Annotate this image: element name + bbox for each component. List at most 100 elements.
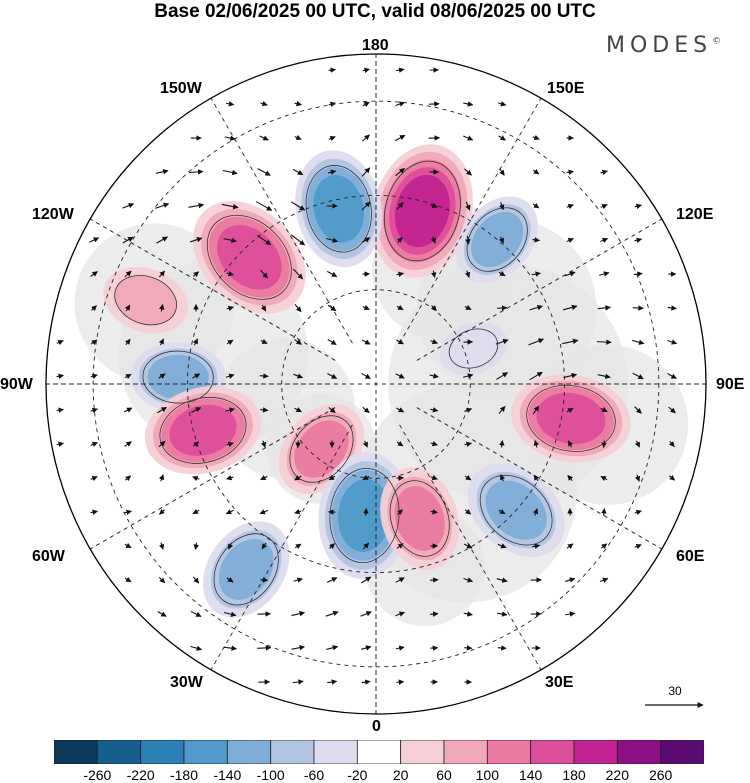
lon-label-60e: 60E bbox=[676, 548, 705, 565]
wind-arrow bbox=[429, 577, 439, 583]
wind-arrow bbox=[600, 406, 608, 413]
wind-arrow bbox=[528, 338, 544, 346]
wind-arrow bbox=[464, 508, 472, 515]
wind-vectors bbox=[56, 67, 678, 685]
wind-arrow bbox=[465, 235, 471, 245]
meridian bbox=[399, 424, 554, 691]
colorbar-swatch bbox=[443, 740, 488, 764]
wind-arrow bbox=[600, 475, 608, 482]
wind-arrow bbox=[327, 373, 338, 379]
wind-arrow bbox=[328, 136, 336, 142]
colorbar-tick-label: 60 bbox=[436, 767, 452, 783]
wind-arrow bbox=[325, 610, 339, 617]
colorbar-tick-label: 260 bbox=[648, 767, 673, 783]
wind-arrow bbox=[634, 474, 641, 482]
anomaly-level bbox=[313, 174, 365, 243]
wind-arrow bbox=[596, 339, 612, 345]
colorbar-tick-label: -20 bbox=[347, 767, 368, 783]
wind-arrow bbox=[260, 407, 269, 413]
wind-arrow bbox=[90, 441, 98, 448]
lon-label-90e: 90E bbox=[716, 376, 745, 393]
contour-line bbox=[389, 480, 450, 557]
wind-arrow bbox=[158, 474, 165, 482]
wind-arrow bbox=[223, 645, 237, 651]
wind-arrow bbox=[192, 441, 200, 448]
wind-arrow bbox=[294, 475, 302, 481]
anomaly-level bbox=[394, 174, 450, 248]
wind-arrow bbox=[464, 474, 472, 481]
contour-line bbox=[206, 214, 292, 300]
wind-arrow bbox=[260, 577, 269, 583]
wind-arrow bbox=[667, 305, 677, 311]
contour-line bbox=[526, 384, 616, 452]
wind-arrow bbox=[566, 203, 574, 210]
wind-arrow bbox=[565, 577, 576, 583]
lon-label-150w: 150W bbox=[160, 80, 202, 97]
wind-arrow bbox=[56, 340, 64, 346]
anomaly-contour bbox=[114, 275, 177, 326]
colorbar-swatch bbox=[400, 740, 445, 764]
wind-arrow bbox=[363, 507, 369, 516]
colorbar-swatch bbox=[54, 740, 98, 764]
wind-arrow bbox=[563, 372, 578, 379]
wind-arrow bbox=[499, 439, 505, 448]
wind-arrow bbox=[294, 339, 302, 345]
wind-arrow bbox=[362, 67, 370, 74]
wind-arrow bbox=[328, 67, 337, 73]
wind-arrow bbox=[562, 304, 578, 311]
wind-arrow bbox=[431, 305, 437, 311]
wind-arrow bbox=[395, 611, 405, 617]
wind-arrow bbox=[157, 406, 167, 414]
wind-arrow bbox=[225, 407, 235, 413]
wind-arrow bbox=[328, 474, 336, 481]
wind-arrow bbox=[89, 237, 100, 243]
wind-arrow bbox=[396, 407, 405, 413]
wind-arrow bbox=[192, 576, 200, 584]
colorbar-swatch bbox=[313, 740, 358, 764]
wind-arrow bbox=[532, 508, 539, 516]
colorbar-tick-label: 100 bbox=[475, 767, 499, 783]
map-title: Base 02/06/2025 00 UTC, valid 08/06/2025… bbox=[154, 1, 596, 22]
wind-arrow bbox=[225, 373, 235, 379]
wind-arrow bbox=[226, 270, 234, 277]
wind-arrow bbox=[600, 237, 609, 243]
wind-arrow bbox=[431, 270, 437, 278]
wind-arrow bbox=[396, 271, 404, 277]
wind-arrow bbox=[498, 406, 506, 414]
wind-arrow bbox=[259, 135, 269, 141]
wind-arrow bbox=[599, 271, 610, 277]
wind-arrow bbox=[532, 237, 541, 243]
wind-arrow bbox=[600, 169, 608, 176]
wind-arrow bbox=[123, 407, 133, 413]
wind-arrow bbox=[361, 339, 371, 345]
wind-arrow bbox=[188, 202, 205, 209]
wind-arrow bbox=[159, 304, 165, 312]
wind-arrow bbox=[294, 134, 302, 140]
wind-arrow bbox=[464, 645, 473, 651]
wind-arrow bbox=[191, 373, 201, 379]
wind-arrow bbox=[223, 611, 237, 617]
wind-arrow bbox=[291, 234, 306, 246]
wind-arrow bbox=[532, 202, 540, 209]
wind-arrow bbox=[226, 305, 234, 312]
wind-arrow bbox=[632, 305, 644, 311]
wind-arrow bbox=[294, 303, 302, 313]
wind-arrow bbox=[498, 101, 507, 107]
wind-arrow bbox=[189, 237, 203, 243]
wind-arrow bbox=[464, 168, 472, 176]
colorbar-tick-label: 20 bbox=[392, 767, 409, 783]
wind-arrow bbox=[56, 407, 65, 413]
wind-arrow bbox=[396, 304, 404, 311]
wind-arrow bbox=[464, 304, 472, 311]
wind-arrow bbox=[362, 134, 370, 142]
wind-arrow bbox=[362, 304, 370, 311]
contour-line bbox=[479, 474, 553, 546]
wind-arrow bbox=[634, 440, 640, 448]
wind-arrow bbox=[90, 476, 98, 482]
contour-line bbox=[383, 160, 461, 262]
wind-arrow bbox=[294, 543, 302, 550]
wind-arrow bbox=[634, 543, 642, 550]
wind-arrow bbox=[157, 611, 167, 617]
wind-arrow bbox=[430, 338, 438, 345]
wind-arrow bbox=[362, 542, 370, 550]
